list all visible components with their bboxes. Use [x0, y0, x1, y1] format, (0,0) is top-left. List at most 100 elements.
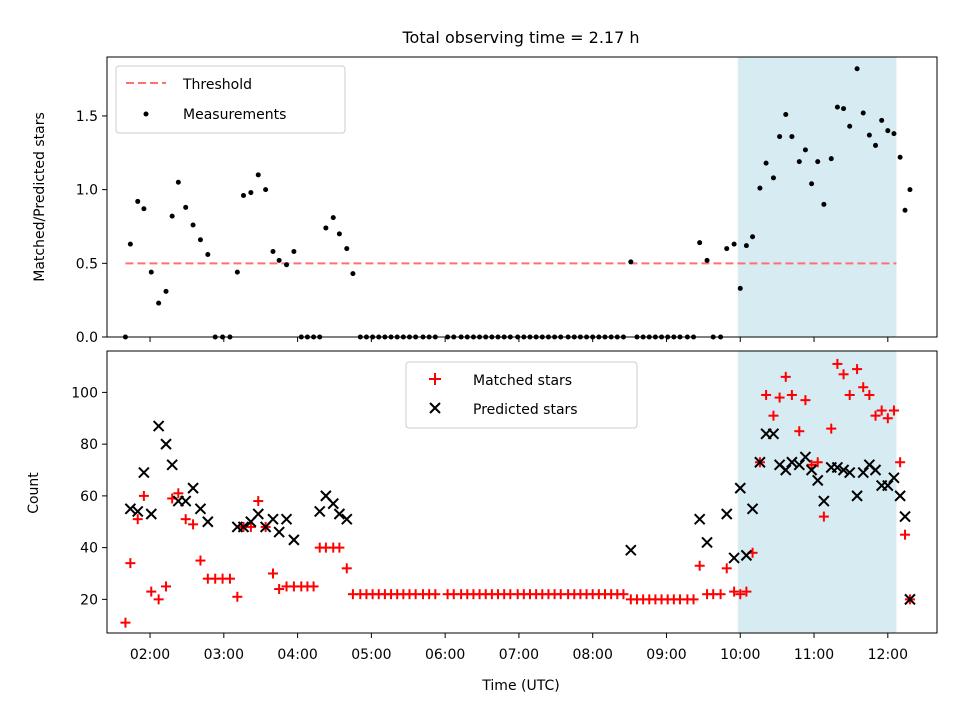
- measurement-point: [834, 104, 840, 110]
- legend-matched-label: Matched stars: [473, 373, 572, 389]
- measurement-point: [847, 123, 853, 129]
- matched-star-point: [786, 389, 797, 400]
- matched-star-point: [895, 457, 906, 468]
- measurement-point: [323, 225, 329, 231]
- bottom-legend: Matched stars Predicted stars: [405, 361, 638, 429]
- predicted-star-point: [138, 466, 150, 479]
- matched-star-point: [761, 389, 772, 400]
- x-tick-label: 11:00: [794, 647, 834, 663]
- predicted-star-point: [894, 490, 906, 502]
- measurement-point: [330, 215, 336, 221]
- predicted-star-point: [843, 466, 856, 479]
- matched-star-point: [341, 563, 352, 574]
- predicted-star-point: [882, 479, 894, 492]
- predicted-star-point: [767, 428, 780, 440]
- measurement-point: [897, 154, 903, 160]
- bottom-y-tick-label: 80: [80, 437, 98, 453]
- predicted-star-point: [799, 451, 812, 463]
- measurement-point: [860, 110, 866, 116]
- bottom-xticks: 02:00 03:00 04:00 05:00 06:00 07:00 08:00 09:00…: [130, 633, 908, 663]
- measurement-point: [902, 207, 908, 213]
- matched-star-point: [253, 496, 264, 507]
- measurement-point: [796, 159, 802, 165]
- predicted-star-point: [734, 482, 746, 494]
- matched-star-point: [826, 423, 837, 434]
- predicted-star-point: [625, 544, 637, 556]
- matched-star-point: [618, 589, 629, 600]
- x-tick-label: 04:00: [277, 647, 317, 663]
- top-legend-box: [115, 65, 346, 134]
- matched-star-point: [741, 586, 752, 597]
- predicted-star-point: [333, 508, 346, 520]
- matched-star-point: [818, 511, 829, 522]
- measurement-point: [704, 257, 710, 263]
- matched-star-point: [838, 369, 849, 380]
- bottom-panel: 02:00 03:00 04:00 05:00 06:00 07:00 08:00 09:00…: [26, 350, 938, 694]
- predicted-star-point: [851, 490, 863, 502]
- x-tick-label: 06:00: [425, 647, 465, 663]
- matched-star-point: [832, 358, 843, 369]
- legend-threshold-label: Threshold: [182, 77, 252, 93]
- measurement-point: [743, 243, 749, 249]
- x-tick-label: 09:00: [646, 647, 686, 663]
- bottom-y-tick-label: 60: [80, 489, 98, 505]
- predicted-star-point: [179, 495, 192, 507]
- matched-star-point: [334, 542, 345, 553]
- measurement-point: [183, 204, 189, 210]
- matched-star-point: [806, 459, 817, 470]
- matched-star-point: [800, 395, 811, 406]
- measurement-point: [802, 147, 808, 153]
- measurement-point: [344, 246, 350, 252]
- matched-star-point: [888, 405, 899, 416]
- bottom-points: [120, 358, 916, 628]
- predicted-star-point: [280, 513, 293, 525]
- predicted-star-point: [237, 521, 250, 533]
- predicted-star-point: [831, 461, 844, 474]
- legend-measurements-label: Measurements: [183, 107, 286, 123]
- predicted-star-point: [252, 508, 264, 520]
- predicted-star-point: [132, 505, 144, 518]
- measurement-point: [240, 193, 246, 199]
- predicted-star-point: [740, 549, 753, 562]
- predicted-star-point: [721, 508, 733, 520]
- measurement-point: [815, 159, 821, 165]
- predicted-star-point: [194, 503, 207, 515]
- top-panel: 0.0 0.5 1.0 1.5 Matched/Predicted stars Thr…: [32, 56, 938, 346]
- predicted-star-point: [869, 464, 882, 476]
- predicted-star-point: [812, 474, 824, 487]
- predicted-star-point: [145, 508, 157, 520]
- bottom-x-axis-label: Time (UTC): [481, 678, 559, 694]
- measurement-point: [169, 213, 175, 219]
- measurement-point: [141, 206, 147, 212]
- matched-star-point: [125, 558, 136, 569]
- predicted-star-point: [857, 466, 869, 479]
- bottom-yticks: 20 40 60 80 100: [71, 385, 107, 608]
- predicted-star-point: [166, 459, 178, 471]
- predicted-star-point: [701, 536, 713, 549]
- predicted-star-point: [327, 497, 339, 510]
- predicted-star-point: [904, 593, 916, 606]
- matched-star-point: [195, 555, 206, 566]
- measurement-point: [284, 262, 290, 268]
- measurement-point: [809, 181, 815, 187]
- predicted-star-point: [754, 456, 766, 468]
- measurement-point: [763, 160, 769, 166]
- measurement-point: [854, 66, 860, 72]
- measurement-point: [175, 179, 181, 185]
- matched-star-point: [430, 589, 441, 600]
- measurement-point: [724, 246, 730, 252]
- x-tick-label: 03:00: [204, 647, 244, 663]
- measurement-point: [891, 131, 897, 137]
- measurement-point: [148, 269, 154, 275]
- predicted-star-point: [837, 464, 850, 476]
- matched-star-point: [900, 529, 911, 540]
- measurement-point: [336, 231, 342, 237]
- matched-star-point: [876, 405, 887, 416]
- predicted-star-point: [780, 464, 792, 476]
- predicted-star-point: [805, 464, 818, 476]
- predicted-star-point: [152, 420, 165, 432]
- measurement-point: [190, 222, 196, 228]
- measurement-point: [757, 185, 763, 191]
- measurement-point: [885, 128, 891, 134]
- matched-star-point: [721, 563, 732, 574]
